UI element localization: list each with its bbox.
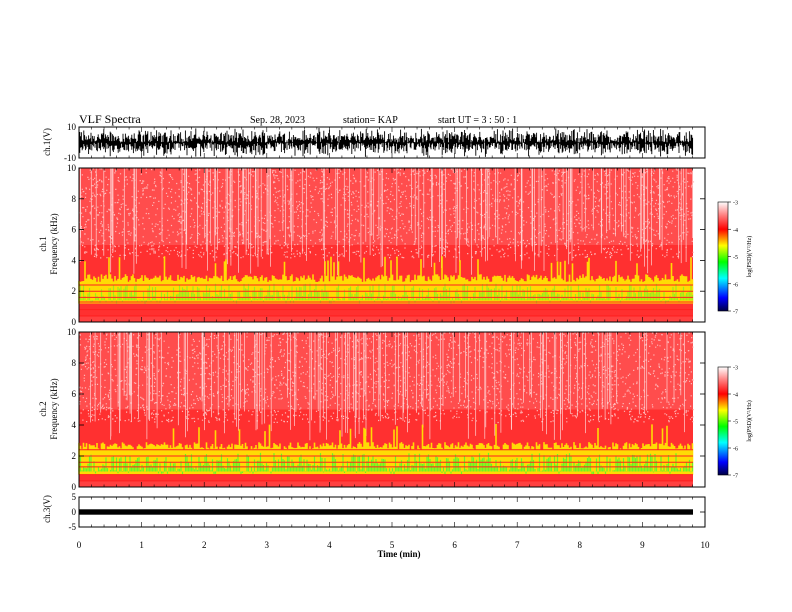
ch1-waveform-tick-label: 10 (67, 122, 77, 132)
ch2-spectrogram-ylabel: Frequency (kHz) (49, 378, 59, 439)
p-ch1spec-tick-label: 8 (72, 194, 77, 204)
ch1-waveform-tick-label: -10 (64, 153, 76, 163)
spectrogram-speckle (79, 168, 695, 259)
colorbar-tick-label: -4 (733, 393, 738, 399)
ch2-spectrogram-panel: 0 2 4 6 8 10 (67, 327, 706, 492)
colorbar-tick-label: -5 (733, 420, 738, 426)
ch3-waveform-ylabel: ch.3(V) (42, 495, 52, 523)
x-tick-label: 7 (515, 540, 520, 550)
spectrogram-low-band (79, 481, 693, 487)
ch3-waveform-panel: 50-50 1 2 3 4 5 6 7 8 9 10 (69, 492, 711, 550)
ch1-spectrogram-panel: 0 2 4 6 8 10 (67, 163, 706, 327)
start-ut-label: start UT = 3 : 50 : 1 (438, 115, 517, 126)
colorbar-tick-label: -6 (733, 447, 738, 453)
p-ch2spec-tick-label: 8 (72, 358, 77, 368)
x-tick-label: 0 (77, 540, 82, 550)
colorbar-label: log(PSD)(V²/Hz) (746, 400, 753, 441)
figure-title: VLF Spectra (79, 112, 141, 126)
colorbar-tick-label: -3 (733, 201, 738, 207)
ch3-waveform-tick-label: -5 (69, 522, 77, 532)
spectrogram-low-band (79, 316, 693, 322)
p-ch2spec-tick-label: 10 (67, 327, 77, 337)
p-ch1spec-tick-label: 4 (72, 255, 77, 265)
colorbar-tick-label: -6 (733, 282, 738, 288)
colorbar-label: log(PSD)(V²/Hz) (746, 236, 753, 277)
x-tick-label: 2 (202, 540, 207, 550)
ch1-colorbar: -3 -4 -5 -6 -7 log(PSD)(V²/Hz) (717, 201, 753, 316)
x-tick-label: 6 (452, 540, 457, 550)
p-ch1spec-tick-label: 2 (72, 286, 77, 296)
x-tick-label: 5 (390, 540, 395, 550)
x-tick-label: 8 (578, 540, 583, 550)
ch3-waveform-tick-label: 5 (72, 492, 77, 502)
ch1-waveform-panel: 10 -10 (64, 122, 706, 163)
colorbar-tick-label: -7 (733, 310, 738, 316)
p-ch2spec-tick-label: 4 (72, 420, 77, 430)
p-ch1spec-tick-label: 10 (67, 163, 77, 173)
ch1-spectrogram-channel-label: ch.1 (38, 236, 48, 251)
colorbar-tick-label: -3 (733, 366, 738, 372)
p-ch2spec-tick-label: 6 (72, 389, 77, 399)
colorbar-tick-label: -7 (733, 474, 738, 480)
colorbar-tick-label: -5 (733, 255, 738, 261)
colorbar-scale (717, 366, 729, 476)
colorbar-scale (717, 201, 729, 312)
x-tick-label: 1 (139, 540, 144, 550)
x-tick-label: 9 (640, 540, 645, 550)
ch1-waveform-ylabel: ch.1(V) (42, 128, 52, 156)
ch3-waveform-tick-label: 0 (72, 507, 77, 517)
station-label: station= KAP (343, 115, 398, 126)
colorbar-tick-label: -4 (733, 228, 738, 234)
ch3-waveform-trace (79, 509, 693, 515)
spectrogram-streaks (79, 168, 693, 275)
p-ch1spec-tick-label: 0 (72, 317, 77, 327)
ch1-waveform-trace (78, 127, 694, 158)
ch1-spectrogram-ylabel: Frequency (kHz) (49, 213, 59, 274)
x-axis-label: Time (min) (377, 549, 420, 559)
p-ch1spec-tick-label: 6 (72, 225, 77, 235)
spectrogram-upper-band (79, 332, 693, 410)
p-ch2spec-tick-label: 0 (72, 482, 77, 492)
date-label: Sep. 28, 2023 (250, 115, 305, 126)
x-tick-label: 10 (701, 540, 711, 550)
x-tick-label: 4 (327, 540, 332, 550)
ch2-spectrogram-channel-label: ch.2 (38, 401, 48, 416)
spectrogram-streaks (90, 332, 685, 441)
ch2-colorbar: -3 -4 -5 -6 -7 log(PSD)(V²/Hz) (717, 366, 753, 480)
x-tick-label: 3 (265, 540, 270, 550)
p-ch2spec-tick-label: 2 (72, 451, 77, 461)
